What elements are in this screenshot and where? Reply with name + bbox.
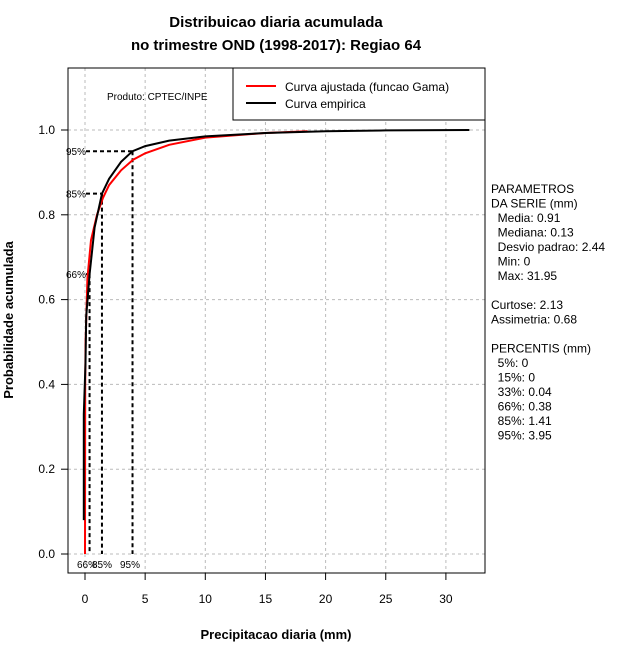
gamma-curve (84, 130, 308, 555)
percentile-x-label: 85% (92, 560, 112, 571)
source-note: Produto: CPTEC/INPE (107, 92, 208, 103)
x-tick-label: 30 (439, 592, 453, 606)
legend: Curva ajustada (funcao Gama) Curva empir… (232, 67, 486, 121)
stats-line: PARAMETROS (491, 182, 574, 196)
chart-title-line2: no trimestre OND (1998-2017): Regiao 64 (131, 37, 422, 54)
percentile-x-label: 95% (120, 560, 140, 571)
y-tick-label: 0.8 (38, 208, 55, 222)
series-lines (82, 129, 470, 555)
stats-line: 5%: 0 (491, 356, 529, 370)
y-tick-label: 0.2 (38, 462, 55, 476)
x-tick-label: 10 (199, 592, 213, 606)
y-tick-label: 0.6 (38, 293, 55, 307)
x-tick-label: 15 (259, 592, 273, 606)
percentile-y-label: 95% (66, 147, 86, 158)
x-tick-label: 20 (319, 592, 333, 606)
x-axis-label: Precipitacao diaria (mm) (201, 627, 352, 642)
x-tick-label: 5 (142, 592, 149, 606)
legend-label-empirical: Curva empirica (285, 97, 366, 111)
stats-line: Mediana: 0.13 (491, 226, 574, 240)
legend-box (232, 67, 486, 121)
stats-line: Curtose: 2.13 (491, 298, 563, 312)
stats-line: Media: 0.91 (491, 211, 561, 225)
axes: 0 5 10 15 20 25 30 0.0 0.2 0.4 0.6 0.8 1.0 (38, 123, 453, 606)
x-tick-label: 25 (379, 592, 393, 606)
stats-line: 66%: 0.38 (491, 400, 552, 414)
y-tick-label: 1.0 (38, 123, 55, 137)
percentile-y-label: 85% (66, 190, 86, 201)
empirical-curve (82, 129, 470, 521)
stats-line: 85%: 1.41 (491, 414, 552, 428)
stats-line: Desvio padrao: 2.44 (491, 240, 605, 254)
y-tick-label: 0.0 (38, 547, 55, 561)
stats-line: 95%: 3.95 (491, 429, 552, 443)
stats-line: PERCENTIS (mm) (491, 342, 591, 356)
percentile-markers: 66%66%85%85%95%95% (66, 147, 140, 571)
chart-title-line1: Distribuicao diaria acumulada (169, 14, 383, 31)
grid (68, 68, 485, 573)
y-axis-label: Probabilidade acumulada (1, 240, 16, 398)
x-tick-label: 0 (82, 592, 89, 606)
percentile-x-label: 66% (77, 560, 97, 571)
stats-line: DA SERIE (mm) (491, 197, 578, 211)
stats-line: Max: 31.95 (491, 269, 557, 283)
stats-line: 33%: 0.04 (491, 385, 552, 399)
stats-line: Assimetria: 0.68 (491, 313, 577, 327)
stats-line: Min: 0 (491, 255, 531, 269)
plot-frame (67, 67, 486, 574)
stats-line: 15%: 0 (491, 371, 535, 385)
y-tick-label: 0.4 (38, 377, 55, 391)
legend-label-gamma: Curva ajustada (funcao Gama) (285, 80, 449, 94)
percentile-y-label: 66% (66, 270, 86, 281)
